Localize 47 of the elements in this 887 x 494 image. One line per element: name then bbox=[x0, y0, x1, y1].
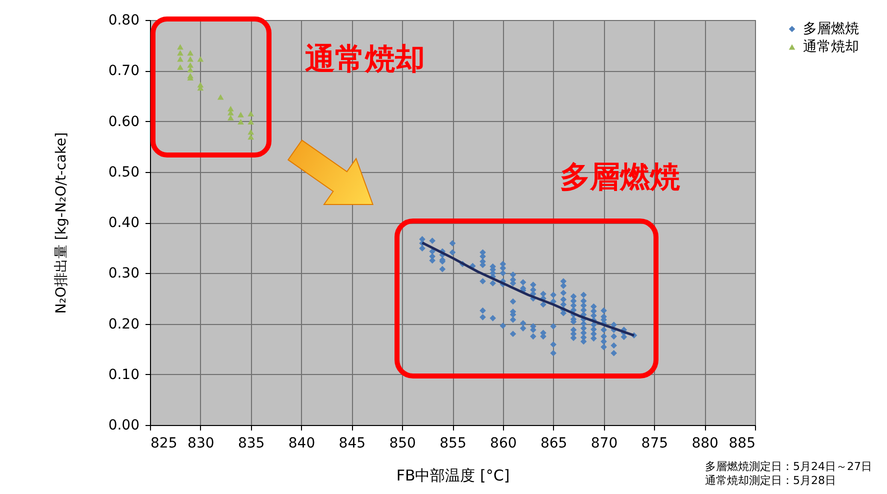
point bbox=[248, 110, 254, 116]
point bbox=[248, 119, 254, 124]
x-tick-label: 865 bbox=[540, 436, 568, 452]
annotation: 多層燃焼 bbox=[560, 160, 681, 195]
legend-label: 多層燃焼 bbox=[803, 21, 859, 37]
point bbox=[177, 64, 184, 70]
y-tick-label: 0.80 bbox=[108, 12, 140, 28]
y-tick-label: 0.30 bbox=[108, 266, 140, 282]
point bbox=[248, 129, 254, 135]
x-tick-label: 875 bbox=[641, 436, 668, 452]
y-tick-label: 0.70 bbox=[108, 63, 140, 80]
text: 通常焼却測定日：5月28日 bbox=[705, 474, 836, 487]
point bbox=[187, 50, 194, 56]
x-tick-label: 855 bbox=[440, 436, 466, 452]
y-tick-label: 0.10 bbox=[108, 366, 140, 383]
y-tick-label: 0.60 bbox=[108, 114, 140, 130]
y-tick-label: 0.00 bbox=[108, 418, 140, 434]
point bbox=[228, 106, 234, 112]
y-axis-title: N₂O排出量 [kg-N₂O/t-cake] bbox=[53, 132, 70, 314]
point bbox=[228, 114, 234, 120]
x-tick-label: 880 bbox=[692, 436, 718, 452]
legend-label: 通常焼却 bbox=[803, 39, 859, 55]
point bbox=[187, 62, 194, 68]
x-tick-label: 850 bbox=[389, 436, 416, 452]
x-axis-title: FB中部温度 [°C] bbox=[396, 466, 510, 484]
x-tick-label: 870 bbox=[590, 436, 618, 452]
point bbox=[187, 56, 194, 62]
x-tick-label: 830 bbox=[188, 436, 214, 452]
point bbox=[248, 134, 254, 140]
y-tick-label: 0.20 bbox=[108, 316, 140, 332]
point bbox=[217, 94, 224, 100]
point bbox=[238, 119, 244, 124]
x-tick-label: 840 bbox=[288, 436, 316, 452]
annotation: 通常焼却 bbox=[305, 42, 425, 77]
point bbox=[238, 112, 244, 118]
point bbox=[177, 56, 184, 62]
x-tick-label: 835 bbox=[238, 436, 265, 452]
x-tick-label: 885 bbox=[728, 436, 756, 452]
y-tick-label: 0.40 bbox=[108, 215, 140, 231]
text: 多層燃焼測定日：5月24日～27日 bbox=[705, 460, 872, 473]
x-tick-label: 860 bbox=[490, 436, 517, 452]
point bbox=[177, 44, 184, 50]
y-tick-label: 0.50 bbox=[108, 164, 140, 180]
x-tick-label: 825 bbox=[150, 436, 178, 452]
point bbox=[197, 56, 204, 62]
x-tick-label: 845 bbox=[338, 436, 366, 452]
point bbox=[177, 50, 184, 56]
